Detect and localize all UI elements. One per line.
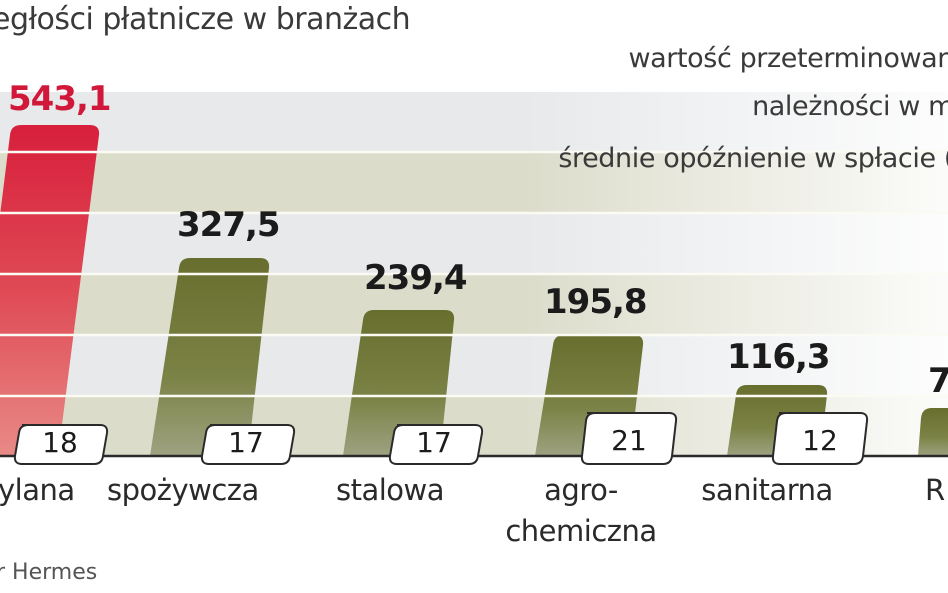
value-label: 543,1	[8, 79, 111, 119]
day-badges: 18 17 17 21 12	[13, 412, 869, 465]
days-badge: 17	[388, 424, 484, 465]
category-label: spożywcza	[107, 473, 259, 507]
days-value: 17	[228, 426, 264, 459]
value-label: 195,8	[544, 282, 647, 322]
legend-value: wartość przeterminowan należności w m	[628, 35, 948, 131]
days-value: 12	[802, 424, 838, 457]
legend-value-line2: należności w m	[752, 91, 948, 122]
days-value: 18	[42, 426, 78, 459]
grid-lines	[0, 150, 948, 398]
days-badge: 12	[771, 412, 869, 465]
days-badge: 17	[200, 424, 296, 465]
value-label: 239,4	[364, 258, 467, 298]
days-value: 17	[416, 426, 452, 459]
bar-spozywcza	[150, 258, 270, 456]
value-label: 327,5	[177, 205, 280, 245]
value-label: 7	[928, 361, 948, 401]
value-label: 116,3	[727, 337, 830, 377]
legend-days: średnie opóźnienie w spłacie (	[558, 143, 948, 174]
days-badge: 21	[580, 412, 678, 465]
category-label: R	[925, 473, 945, 507]
category-label: chemiczna	[505, 514, 656, 548]
category-label: stalowa	[336, 473, 444, 507]
category-labels: ylana spożywcza stalowa agro- chemiczna …	[0, 473, 946, 548]
legend-value-line1: wartość przeterminowan	[628, 43, 948, 74]
category-label: ylana	[0, 473, 75, 507]
value-labels: 543,1 327,5 239,4 195,8 116,3 7	[8, 79, 948, 401]
source-note: r Hermes	[0, 560, 98, 585]
category-label: sanitarna	[701, 473, 833, 507]
days-value: 21	[611, 424, 647, 457]
bar-stalowa	[343, 310, 455, 456]
days-badge: 18	[13, 424, 109, 465]
chart-title: egłości płatnicze w branżach	[0, 2, 411, 37]
bar-budowlana	[0, 125, 100, 456]
category-label: agro-	[544, 473, 618, 507]
bar-r	[918, 408, 948, 456]
